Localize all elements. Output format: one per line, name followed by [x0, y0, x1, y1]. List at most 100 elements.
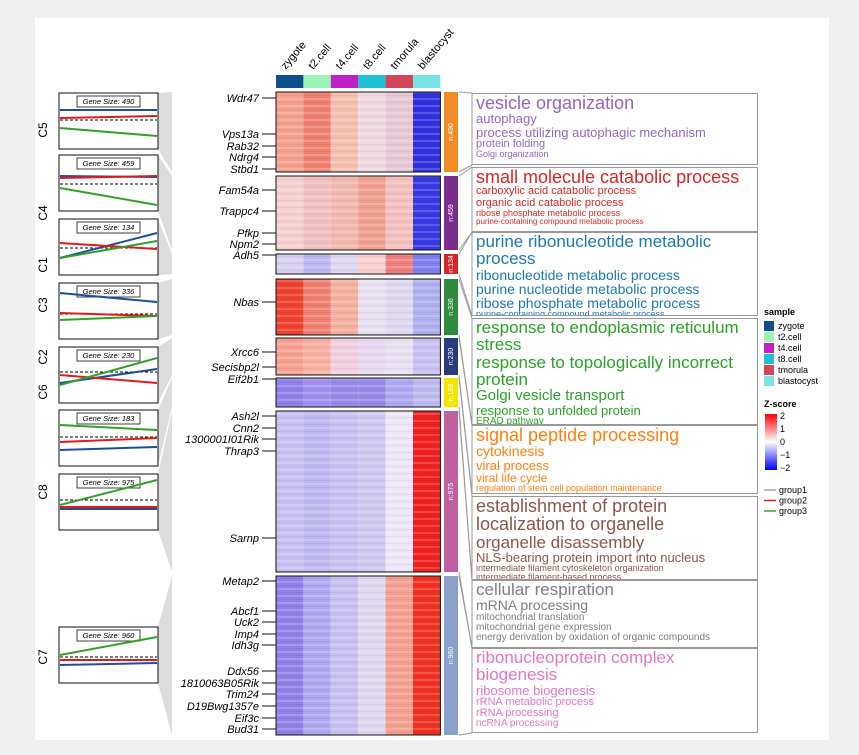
- heatmap-border: [275, 278, 441, 336]
- connector: [158, 219, 172, 275]
- gene-label: Metap2: [222, 576, 259, 588]
- go-box: small molecule catabolic process carboxyl…: [472, 167, 758, 232]
- heatmap-texture: [276, 279, 441, 335]
- go-connector: [458, 278, 473, 319]
- go-term: purine nucleotide metabolic process: [476, 280, 700, 297]
- go-connector: [458, 91, 473, 94]
- group1-line: [59, 292, 158, 303]
- cluster-label: C2: [36, 349, 50, 365]
- heatmap-texture: [276, 92, 441, 172]
- cluster-sidebar: [444, 254, 458, 274]
- gene-size: Gene Size: 960: [83, 631, 136, 640]
- legend-swatch: [764, 332, 774, 342]
- cluster-label: C1: [36, 257, 50, 273]
- heatmap-texture: [276, 576, 441, 735]
- heatmap-texture: [276, 176, 441, 250]
- go-connector: [458, 273, 473, 317]
- go-box: purine ribonucleotide metabolic process r…: [472, 232, 758, 316]
- go-term: response to endoplasmic reticulum stress: [476, 318, 739, 355]
- go-term: ribose phosphate metabolic process: [476, 295, 701, 312]
- cluster-label: C4: [36, 205, 50, 221]
- gene-label: 1810063B05Rik: [181, 678, 260, 690]
- gene-size-box: [76, 349, 141, 362]
- go-connector: [458, 410, 473, 581]
- go-term: rRNA processing: [476, 707, 559, 720]
- colorbar-label: 2: [780, 411, 785, 421]
- gene-label: Ndrg4: [229, 152, 259, 164]
- sample-bar: [358, 75, 386, 88]
- colorbar-label: 0: [780, 437, 785, 447]
- go-term: Golgi vesicle transport: [476, 387, 625, 405]
- cluster-sidebar: [444, 411, 458, 572]
- go-term: protein folding: [476, 137, 546, 150]
- heatmap-border: [275, 410, 441, 573]
- go-box: signal peptide processing cytokinesis vira…: [472, 425, 758, 494]
- sample-bar: [276, 75, 304, 88]
- go-term: purine-containing compound metabolic pro…: [476, 216, 644, 226]
- legend-label: t4.cell: [778, 343, 802, 353]
- sample-bar: [413, 75, 441, 88]
- heatmap-texture: [276, 254, 441, 274]
- legend-swatch: [764, 376, 774, 386]
- go-term: response to unfolded protein: [476, 402, 641, 418]
- group3-line: [59, 479, 158, 506]
- connector: [158, 338, 172, 403]
- go-term: rRNA metabolic process: [476, 695, 594, 708]
- heatmap-border: [275, 91, 441, 173]
- connector: [158, 411, 172, 572]
- go-connector: [458, 231, 473, 255]
- go-term: Golgi organization: [476, 149, 549, 160]
- cluster-sidebar: [444, 176, 458, 250]
- cluster-label: C8: [36, 484, 50, 500]
- go-term: mRNA processing: [476, 597, 589, 614]
- group1-line: [59, 446, 158, 451]
- go-box: establishment of protein localization to…: [472, 496, 758, 580]
- gene-label: Thrap3: [224, 446, 260, 458]
- gene-label: Uck2: [234, 617, 259, 629]
- sample-bar: [330, 75, 359, 88]
- colorbar: [765, 414, 777, 470]
- group3-line: [59, 315, 158, 321]
- go-term: NLS-bearing protein import into nucleus: [476, 550, 706, 566]
- gene-size-box: [76, 476, 141, 489]
- legend-label: blastocyst: [778, 376, 819, 386]
- group3-line: [59, 636, 158, 656]
- gene-label: Eif3c: [235, 713, 260, 725]
- go-connector: [458, 166, 473, 177]
- go-term: ncRNA processing: [476, 718, 559, 730]
- group2-line: [59, 242, 158, 250]
- heatmap-border: [275, 253, 441, 275]
- group3-line: [59, 357, 158, 386]
- group3-line: [59, 127, 158, 137]
- go-term: ribosome biogenesis: [476, 682, 596, 698]
- cluster-size: n:336: [448, 298, 455, 316]
- go-term: organic acid catabolic process: [476, 196, 624, 209]
- colorbar-label: −1: [780, 450, 790, 460]
- group2-line: [59, 312, 158, 317]
- cluster-size: n:459: [448, 204, 455, 222]
- gene-label: Rab32: [227, 141, 259, 153]
- go-term: mitochondrial gene expression: [476, 621, 612, 633]
- legend-label: group3: [779, 506, 807, 516]
- go-term: purine ribonucleotide metabolic process: [476, 232, 712, 269]
- group2-line: [59, 175, 158, 179]
- legend-swatch: [764, 343, 774, 353]
- gene-size: Gene Size: 490: [83, 97, 136, 106]
- go-term: ERAD pathway: [476, 415, 544, 425]
- go-term: establishment of protein localization to…: [476, 496, 668, 535]
- go-connector: [458, 337, 473, 426]
- legend-title: sample: [764, 307, 795, 317]
- go-term: cytokinesis: [476, 443, 545, 460]
- gene-label: Bud31: [227, 724, 259, 736]
- heatmap-border: [275, 337, 441, 376]
- cluster-sidebar: [444, 338, 458, 375]
- go-term: organelle disassembly: [476, 532, 645, 552]
- go-connector: [458, 164, 473, 173]
- heatmap-texture: [276, 338, 441, 375]
- connector: [158, 576, 172, 735]
- gene-label: Stbd1: [230, 164, 259, 176]
- connector: [158, 155, 172, 250]
- go-term: mitochondrial translation: [476, 611, 585, 623]
- gene-label: Pfkp: [237, 228, 259, 240]
